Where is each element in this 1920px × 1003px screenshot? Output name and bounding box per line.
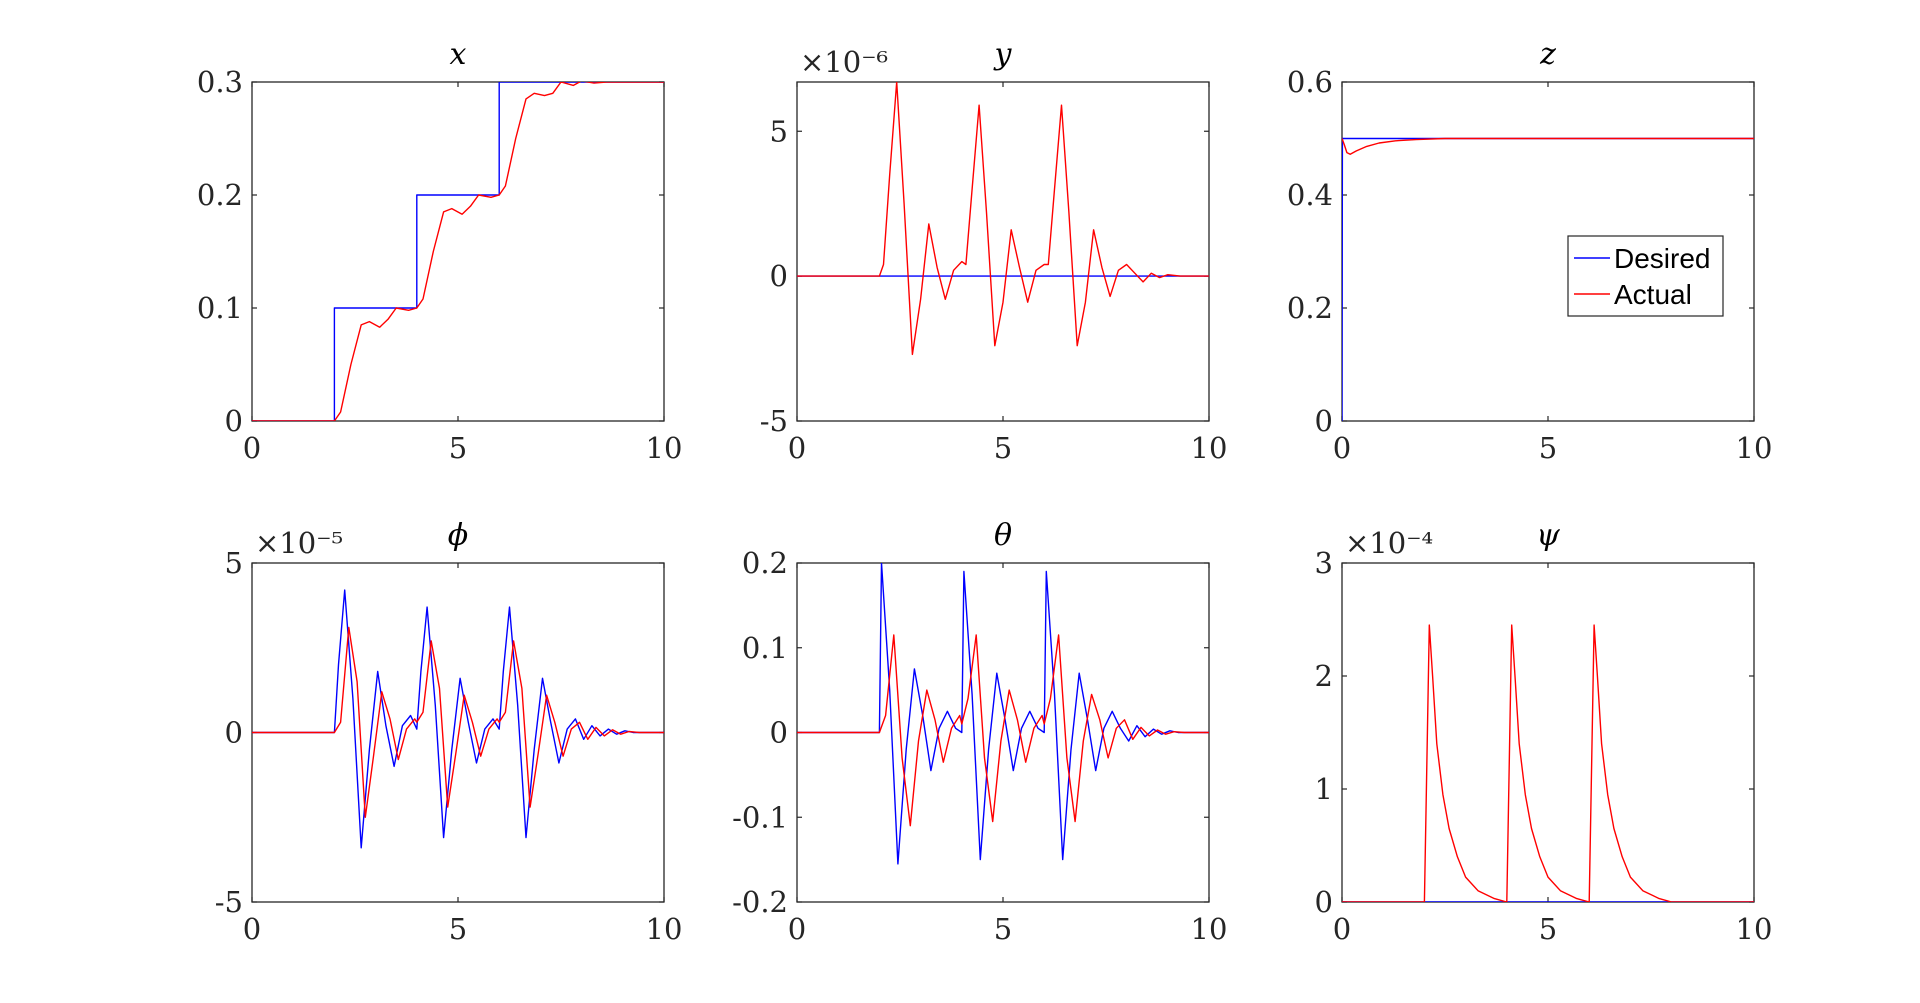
series-line-desired [252,589,664,849]
subplot-title: x [450,37,467,72]
y-tick-label: 0.2 [742,546,788,580]
y-tick-label: 0.4 [1287,178,1333,212]
y-tick-label: 0.6 [1287,65,1333,99]
series-line-actual [252,626,664,818]
legend-label-actual: Actual [1614,279,1692,310]
x-tick-label: 0 [243,912,261,946]
y-tick-label: 0 [225,716,243,750]
y-tick-label: 0.2 [1287,291,1333,325]
x-tick-label: 0 [243,431,261,465]
y-tick-label: 2 [1315,659,1333,693]
axes-box [1341,562,1755,903]
y-exponent-label: ×10⁻⁵ [255,526,343,560]
y-tick-label: 0 [770,716,788,750]
x-tick-label: 10 [1736,912,1773,946]
series-line-desired [252,82,664,421]
subplot-title: z [1539,37,1556,72]
subplot-title: ϕ [448,518,468,553]
y-tick-label: -5 [760,404,788,438]
x-tick-label: 5 [994,431,1012,465]
subplot-title: θ [994,518,1012,553]
series-line-actual [797,82,1209,356]
y-tick-label: -0.2 [732,885,788,919]
x-tick-label: 10 [646,912,683,946]
x-tick-label: 0 [788,912,806,946]
legend: Desired Actual [1567,235,1724,317]
y-tick-label: 0 [1315,885,1333,919]
y-tick-label: -5 [215,885,243,919]
x-tick-label: 10 [646,431,683,465]
x-tick-label: 10 [1736,431,1773,465]
y-tick-label: 0.1 [197,291,243,325]
y-tick-label: 0.3 [197,65,243,99]
y-tick-label: 0.2 [197,178,243,212]
y-exponent-label: ×10⁻⁴ [1345,526,1433,560]
subplot-title: y [993,37,1013,72]
series-line-actual [252,82,664,421]
series-line-actual [1342,137,1754,156]
x-tick-label: 5 [449,431,467,465]
y-tick-label: 5 [770,114,788,148]
y-tick-label: 0 [1315,404,1333,438]
subplot-psi: 0 5 10 0 1 2 3 ×10⁻⁴ ψ [1315,518,1773,946]
x-tick-label: 0 [1333,431,1351,465]
subplot-y: 0 5 10-505×10⁻⁶ y [760,37,1228,465]
y-tick-label: 0 [225,404,243,438]
x-tick-label: 5 [449,912,467,946]
y-tick-label: 1 [1315,772,1333,806]
y-tick-label: 5 [225,546,243,580]
y-tick-label: 3 [1315,546,1333,580]
y-tick-label: 0.1 [742,631,788,665]
x-tick-label: 10 [1191,431,1228,465]
subplot-title: ψ [1536,518,1560,553]
x-tick-label: 5 [1539,912,1557,946]
y-tick-label: -0.1 [732,800,788,834]
subplot-x: 0 5 10 0 0.1 0.2 0.3 x [197,37,683,465]
series-line-actual [1342,624,1754,902]
legend-box [1567,235,1724,317]
x-tick-label: 10 [1191,912,1228,946]
y-tick-label: 0 [770,259,788,293]
x-tick-label: 5 [1539,431,1557,465]
x-tick-label: 5 [994,912,1012,946]
x-tick-label: 0 [1333,912,1351,946]
axes-box [251,81,665,422]
subplot-theta: 0 5 10 -0.2 -0.1 0 0.1 0.2 θ [732,518,1227,946]
subplot-phi: 0 5 10-505×10⁻⁵ ϕ [215,518,683,946]
x-tick-label: 0 [788,431,806,465]
series-line-actual [797,634,1209,827]
axes-box [796,81,1210,422]
legend-label-desired: Desired [1614,243,1710,274]
y-exponent-label: ×10⁻⁶ [800,45,888,79]
